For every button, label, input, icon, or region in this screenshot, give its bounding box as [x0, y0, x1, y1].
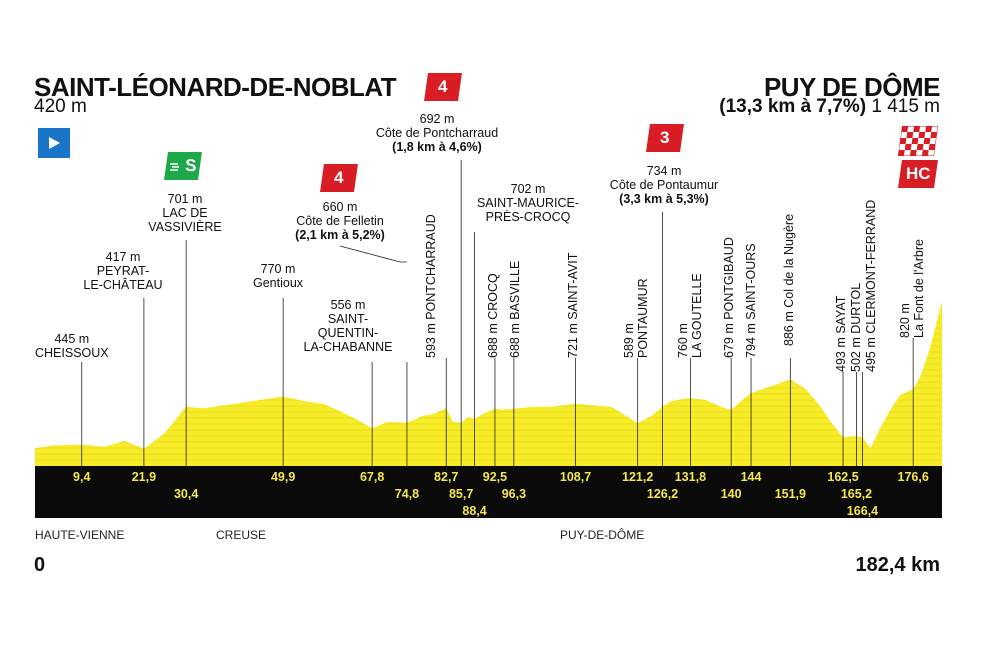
department-haute-vienne: HAUTE-VIENNE [35, 528, 125, 542]
label-alt: 702 m [510, 182, 546, 196]
label-vassiviere: 701 m LAC DE VASSIVIÈRE [140, 192, 230, 234]
km-marker-label: 165,2 [841, 487, 872, 501]
vlabel-pontgibaud: 679 m PONTGIBAUD [722, 237, 736, 358]
label-alt: 734 m [646, 164, 682, 178]
sprint-vassiviere-badge: S [164, 152, 202, 180]
start-flag-icon [38, 128, 70, 158]
km-marker-label: 67,8 [360, 470, 384, 484]
vlabel-pontaumur-name: PONTAUMUR [636, 278, 650, 358]
km-marker-label: 162,5 [827, 470, 858, 484]
label-place: LA-CHABANNE [303, 340, 393, 354]
felletin-leader-line [339, 245, 407, 263]
km-marker-label: 166,4 [847, 504, 878, 518]
label-saint-maurice: 702 m SAINT-MAURICE- PRÈS-CROCQ [466, 182, 590, 224]
vlabel-sayat: 493 m SAYAT [834, 295, 848, 372]
label-place: Côte de Pontcharraud [375, 126, 499, 140]
label-climb-detail: (3,3 km à 5,3%) [619, 192, 709, 206]
label-felletin: 660 m Côte de Felletin (2,1 km à 5,2%) [278, 200, 402, 242]
label-climb-detail: (1,8 km à 4,6%) [392, 140, 482, 154]
label-alt: 660 m [322, 200, 358, 214]
label-saint-quentin: 556 m SAINT- QUENTIN- LA-CHABANNE [298, 298, 398, 354]
department-puy-de-dome: PUY-DE-DÔME [560, 528, 645, 542]
label-place: PRÈS-CROCQ [485, 210, 571, 224]
label-alt: 556 m [330, 298, 366, 312]
km-marker-label: 131,8 [675, 470, 706, 484]
km-marker-label: 92,5 [483, 470, 507, 484]
km-marker-label: 74,8 [395, 487, 419, 501]
distance-start: 0 [34, 554, 46, 576]
label-place: Côte de Felletin [296, 214, 384, 228]
label-pontcharraud-climb: 692 m Côte de Pontcharraud (1,8 km à 4,6… [364, 112, 510, 154]
distance-band [35, 466, 942, 518]
km-marker-label: 144 [741, 470, 762, 484]
label-alt: 445 m [54, 332, 90, 346]
vlabel-pontcharraud: 593 m PONTCHARRAUD [424, 214, 438, 358]
label-alt: 701 m [167, 192, 203, 206]
km-marker-label: 96,3 [502, 487, 526, 501]
label-gentioux: 770 m Gentioux [240, 262, 316, 290]
finish-climb-info: (13,3 km à 7,7%) 1 415 m [719, 96, 940, 118]
finish-town-name: PUY DE DÔME [763, 72, 941, 102]
km-marker-label: 85,7 [449, 487, 473, 501]
label-place: LE-CHÂTEAU [83, 278, 163, 292]
checkered-finish-icon [897, 126, 939, 156]
km-marker-label: 30,4 [174, 487, 198, 501]
label-cheissoux: 445 m CHEISSOUX [35, 332, 109, 360]
label-place: VASSIVIÈRE [148, 220, 222, 234]
vlabel-font-arbre-name: La Font de l'Arbre [912, 239, 926, 338]
vlabel-durtol: 502 m DURTOL [849, 282, 863, 372]
vlabel-font-arbre-alt: 820 m [898, 303, 912, 338]
km-marker-label: 176,6 [898, 470, 929, 484]
label-alt: 692 m [419, 112, 455, 126]
distance-total: 182,4 km [855, 554, 940, 576]
label-place: CHEISSOUX [35, 346, 109, 360]
km-marker-label: 49,9 [271, 470, 295, 484]
vlabel-saint-avit: 721 m SAINT-AVIT [566, 252, 580, 358]
vlabel-basville: 688 m BASVILLE [508, 260, 522, 358]
label-place: QUENTIN- [317, 326, 379, 340]
km-marker-label: 88,4 [462, 504, 486, 518]
label-alt: 417 m [105, 250, 141, 264]
vlabel-saint-ours: 794 m SAINT-OURS [744, 243, 758, 358]
department-creuse: CREUSE [216, 528, 267, 542]
label-place: LAC DE [162, 206, 208, 220]
label-climb-detail: (2,1 km à 5,2%) [295, 228, 385, 242]
label-place: Côte de Pontaumur [609, 178, 719, 192]
km-marker-label: 121,2 [622, 470, 653, 484]
label-place: SAINT-MAURICE- [476, 196, 580, 210]
start-altitude: 420 m [34, 96, 87, 117]
km-marker-label: 82,7 [434, 470, 458, 484]
label-pontaumur-climb: 734 m Côte de Pontaumur (3,3 km à 5,3%) [588, 164, 740, 206]
vlabel-nugere: 886 m Col de la Nugère [782, 213, 796, 346]
label-alt: 770 m [260, 262, 296, 276]
sprint-s-icon: S [169, 156, 197, 176]
label-place: PEYRAT- [96, 264, 150, 278]
vlabel-crocq: 688 m CROCQ [486, 273, 500, 358]
label-place: SAINT- [327, 312, 369, 326]
profile-area [35, 301, 942, 466]
km-marker-label: 108,7 [560, 470, 591, 484]
finish-climb-detail: (13,3 km à 7,7%) [719, 96, 867, 117]
label-peyrat: 417 m PEYRAT- LE-CHÂTEAU [80, 250, 166, 292]
km-marker-label: 151,9 [775, 487, 806, 501]
label-place: Gentioux [252, 276, 304, 290]
vlabel-pontaumur-alt: 589 m [622, 323, 636, 358]
vlabel-goutelle-name: LA GOUTELLE [690, 273, 704, 358]
km-marker-label: 9,4 [73, 470, 90, 484]
km-marker-label: 140 [721, 487, 742, 501]
finish-altitude: 1 415 m [871, 96, 940, 117]
vlabel-goutelle-alt: 760 m [676, 323, 690, 358]
km-marker-label: 126,2 [647, 487, 678, 501]
vlabel-clermont: 495 m CLERMONT-FERRAND [864, 199, 878, 372]
start-town-name: SAINT-LÉONARD-DE-NOBLAT [34, 72, 397, 102]
km-marker-label: 21,9 [132, 470, 156, 484]
